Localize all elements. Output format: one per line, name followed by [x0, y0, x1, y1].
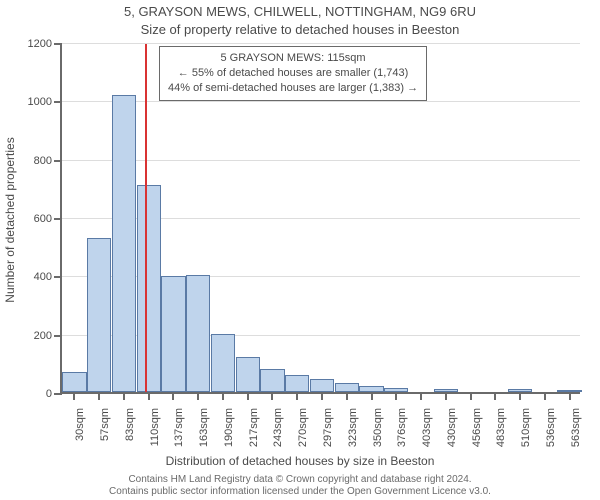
x-axis-label: Distribution of detached houses by size … — [0, 454, 600, 468]
x-tick-label: 190sqm — [223, 408, 235, 447]
x-tick-label: 563sqm — [570, 408, 582, 447]
bar — [260, 369, 284, 392]
x-tick-label: 270sqm — [297, 408, 309, 447]
x-tick — [395, 392, 397, 400]
x-tick-label: 83sqm — [124, 408, 136, 441]
y-tick-label: 400 — [34, 271, 52, 283]
y-tick — [54, 393, 62, 395]
x-tick — [321, 392, 323, 400]
bar — [87, 238, 111, 392]
x-tick-label: 137sqm — [173, 408, 185, 447]
y-tick-label: 1000 — [28, 96, 52, 108]
x-tick-label: 376sqm — [396, 408, 408, 447]
x-tick-label: 456sqm — [471, 408, 483, 447]
bar — [112, 95, 136, 393]
footer-line-2: Contains public sector information licen… — [0, 486, 600, 498]
x-tick-label: 243sqm — [272, 408, 284, 447]
bar — [310, 379, 334, 392]
y-tick — [54, 43, 62, 45]
footer-line-1: Contains HM Land Registry data © Crown c… — [0, 474, 600, 486]
x-tick-label: 57sqm — [99, 408, 111, 441]
y-tick-label: 0 — [46, 388, 52, 400]
x-tick-label: 217sqm — [248, 408, 260, 447]
x-tick — [271, 392, 273, 400]
x-tick — [296, 392, 298, 400]
x-tick — [222, 392, 224, 400]
bar — [236, 357, 260, 392]
bar — [186, 275, 210, 392]
x-tick — [172, 392, 174, 400]
x-tick — [519, 392, 521, 400]
y-tick — [54, 335, 62, 337]
grid-line — [62, 43, 580, 44]
info-line-2: ← 55% of detached houses are smaller (1,… — [168, 66, 418, 81]
x-tick-label: 536sqm — [545, 408, 557, 447]
x-tick-label: 110sqm — [149, 408, 161, 446]
x-tick — [445, 392, 447, 400]
x-tick-label: 403sqm — [421, 408, 433, 447]
y-tick-label: 1200 — [28, 38, 52, 50]
x-tick — [346, 392, 348, 400]
x-tick — [371, 392, 373, 400]
bar — [211, 334, 235, 392]
x-tick-label: 483sqm — [495, 408, 507, 447]
grid-line — [62, 101, 580, 102]
bar — [161, 276, 185, 392]
x-tick-label: 323sqm — [347, 408, 359, 447]
x-tick-label: 350sqm — [372, 408, 384, 447]
x-tick — [123, 392, 125, 400]
x-tick-label: 163sqm — [198, 408, 210, 447]
plot-area: 02004006008001000120030sqm57sqm83sqm110s… — [60, 44, 580, 394]
x-tick-label: 510sqm — [520, 408, 532, 447]
info-box: 5 GRAYSON MEWS: 115sqm ← 55% of detached… — [159, 46, 427, 101]
x-tick — [420, 392, 422, 400]
y-axis-label: Number of detached properties — [3, 137, 17, 302]
x-tick — [197, 392, 199, 400]
y-tick — [54, 101, 62, 103]
bar — [137, 185, 161, 392]
info-line-3: 44% of semi-detached houses are larger (… — [168, 81, 418, 96]
footer: Contains HM Land Registry data © Crown c… — [0, 474, 600, 498]
y-tick-label: 800 — [34, 155, 52, 167]
x-tick-label: 430sqm — [446, 408, 458, 447]
y-tick — [54, 276, 62, 278]
x-tick — [148, 392, 150, 400]
bar — [285, 375, 309, 393]
y-tick-label: 200 — [34, 330, 52, 342]
x-tick-label: 30sqm — [74, 408, 86, 441]
figure: 5, GRAYSON MEWS, CHILWELL, NOTTINGHAM, N… — [0, 0, 600, 500]
x-tick — [98, 392, 100, 400]
info-line-1: 5 GRAYSON MEWS: 115sqm — [168, 51, 418, 66]
x-tick — [73, 392, 75, 400]
grid-line — [62, 160, 580, 161]
x-tick — [494, 392, 496, 400]
chart-title: 5, GRAYSON MEWS, CHILWELL, NOTTINGHAM, N… — [0, 4, 600, 19]
chart-subtitle: Size of property relative to detached ho… — [0, 22, 600, 37]
y-tick — [54, 160, 62, 162]
x-tick — [247, 392, 249, 400]
x-tick — [470, 392, 472, 400]
bar — [335, 383, 359, 392]
y-tick-label: 600 — [34, 213, 52, 225]
x-tick-label: 297sqm — [322, 408, 334, 447]
x-tick — [569, 392, 571, 400]
y-tick — [54, 218, 62, 220]
bar — [62, 372, 86, 392]
reference-line — [145, 44, 147, 392]
x-tick — [544, 392, 546, 400]
